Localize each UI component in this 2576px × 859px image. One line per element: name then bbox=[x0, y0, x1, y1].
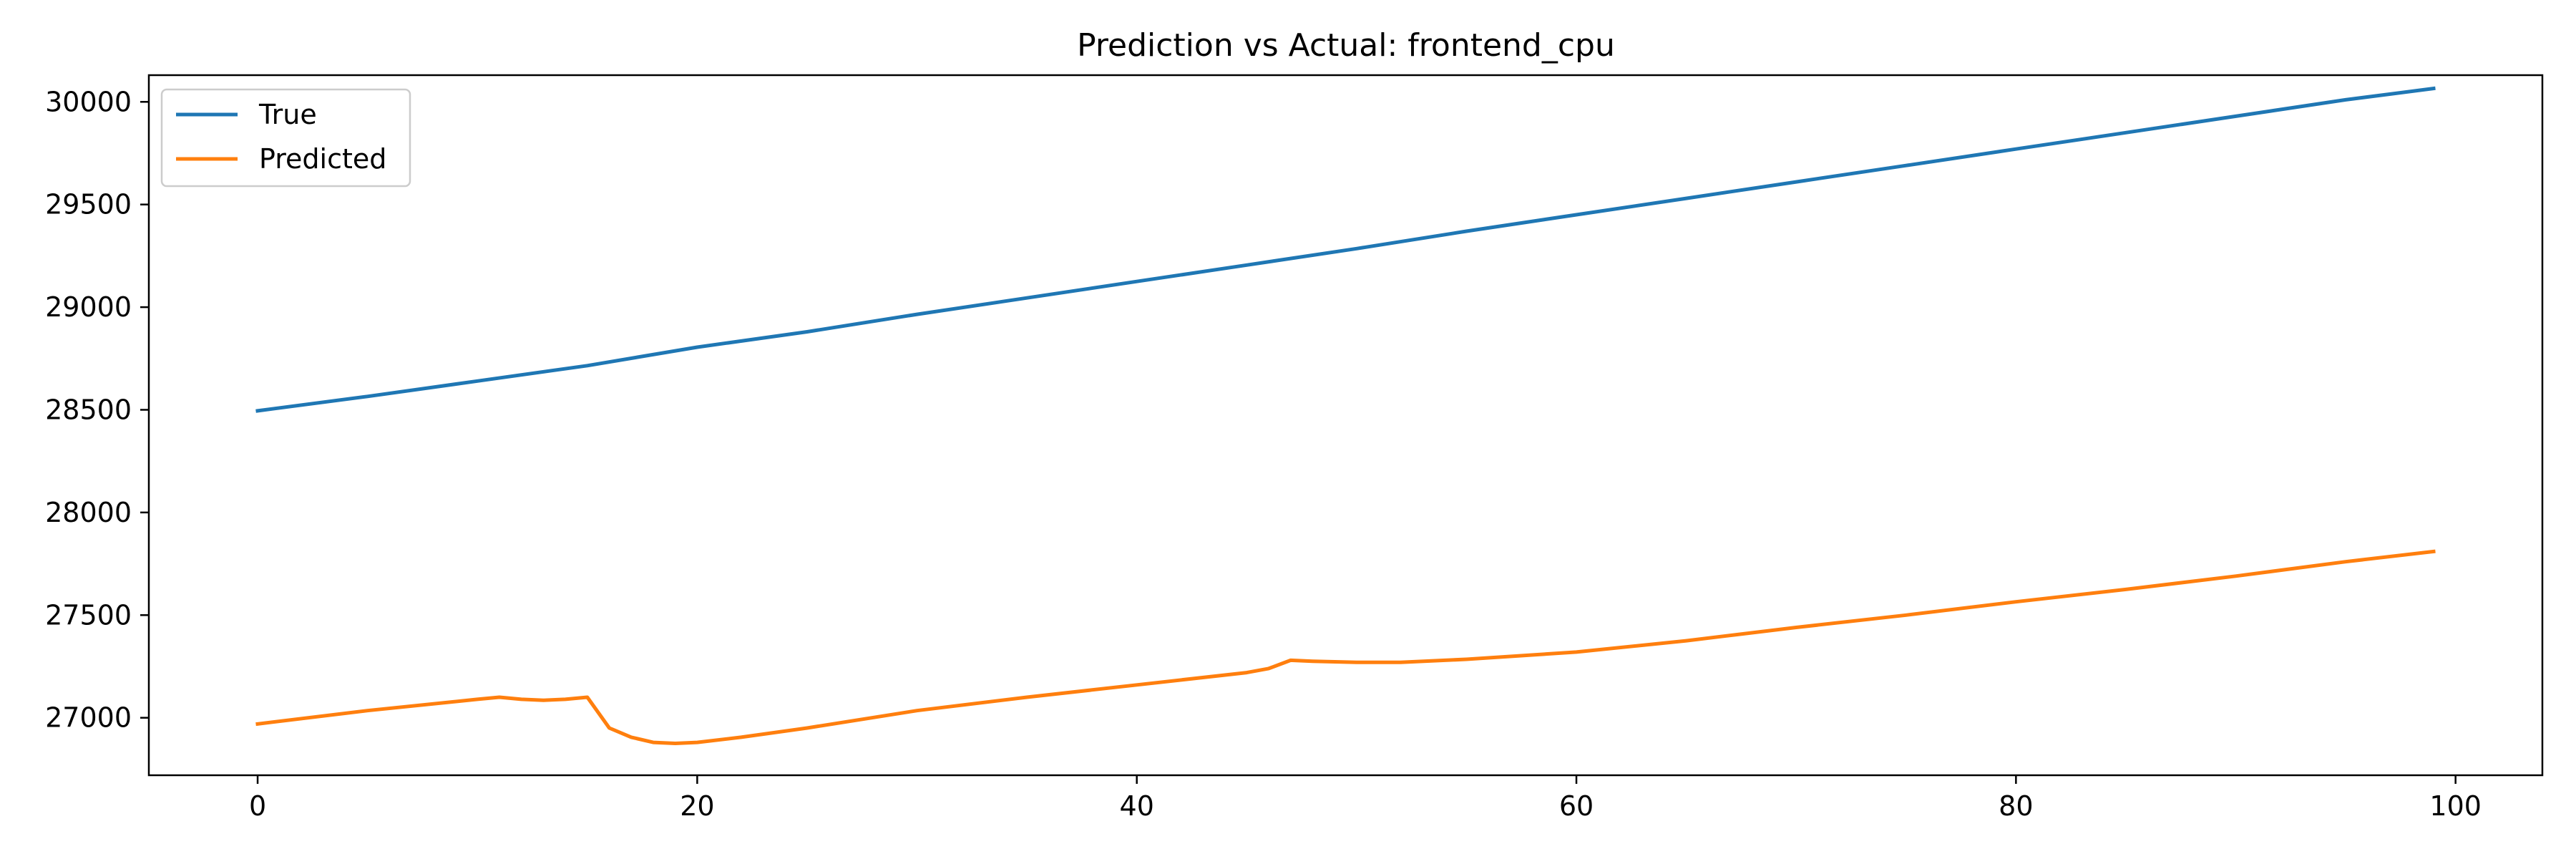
legend: True Predicted bbox=[160, 88, 411, 188]
x-tick-label: 0 bbox=[249, 790, 266, 822]
y-tick-label: 27500 bbox=[45, 599, 132, 631]
y-tick-label: 29500 bbox=[45, 189, 132, 220]
y-tick-label: 27000 bbox=[45, 702, 132, 734]
chart-title: Prediction vs Actual: frontend_cpu bbox=[1077, 27, 1615, 64]
x-tick-label: 20 bbox=[680, 790, 714, 822]
x-tick-label: 100 bbox=[2429, 790, 2482, 822]
axes-frame bbox=[147, 74, 2544, 777]
y-tick-label: 28500 bbox=[45, 394, 132, 425]
series-line-predicted bbox=[255, 549, 2436, 745]
y-tick-label: 28000 bbox=[45, 497, 132, 528]
legend-label-predicted: Predicted bbox=[259, 143, 386, 175]
x-tick-label: 40 bbox=[1120, 790, 1154, 822]
y-tick-label: 30000 bbox=[45, 86, 132, 117]
y-tick-label: 29000 bbox=[45, 291, 132, 323]
series-line-true bbox=[255, 86, 2436, 413]
x-tick-label: 60 bbox=[1559, 790, 1594, 822]
plot-area: 0 20 40 60 80 100 27000 27500 28000 28500 29000 295… bbox=[45, 74, 2544, 822]
x-tick-label: 80 bbox=[1999, 790, 2033, 822]
legend-label-true: True bbox=[258, 99, 317, 130]
